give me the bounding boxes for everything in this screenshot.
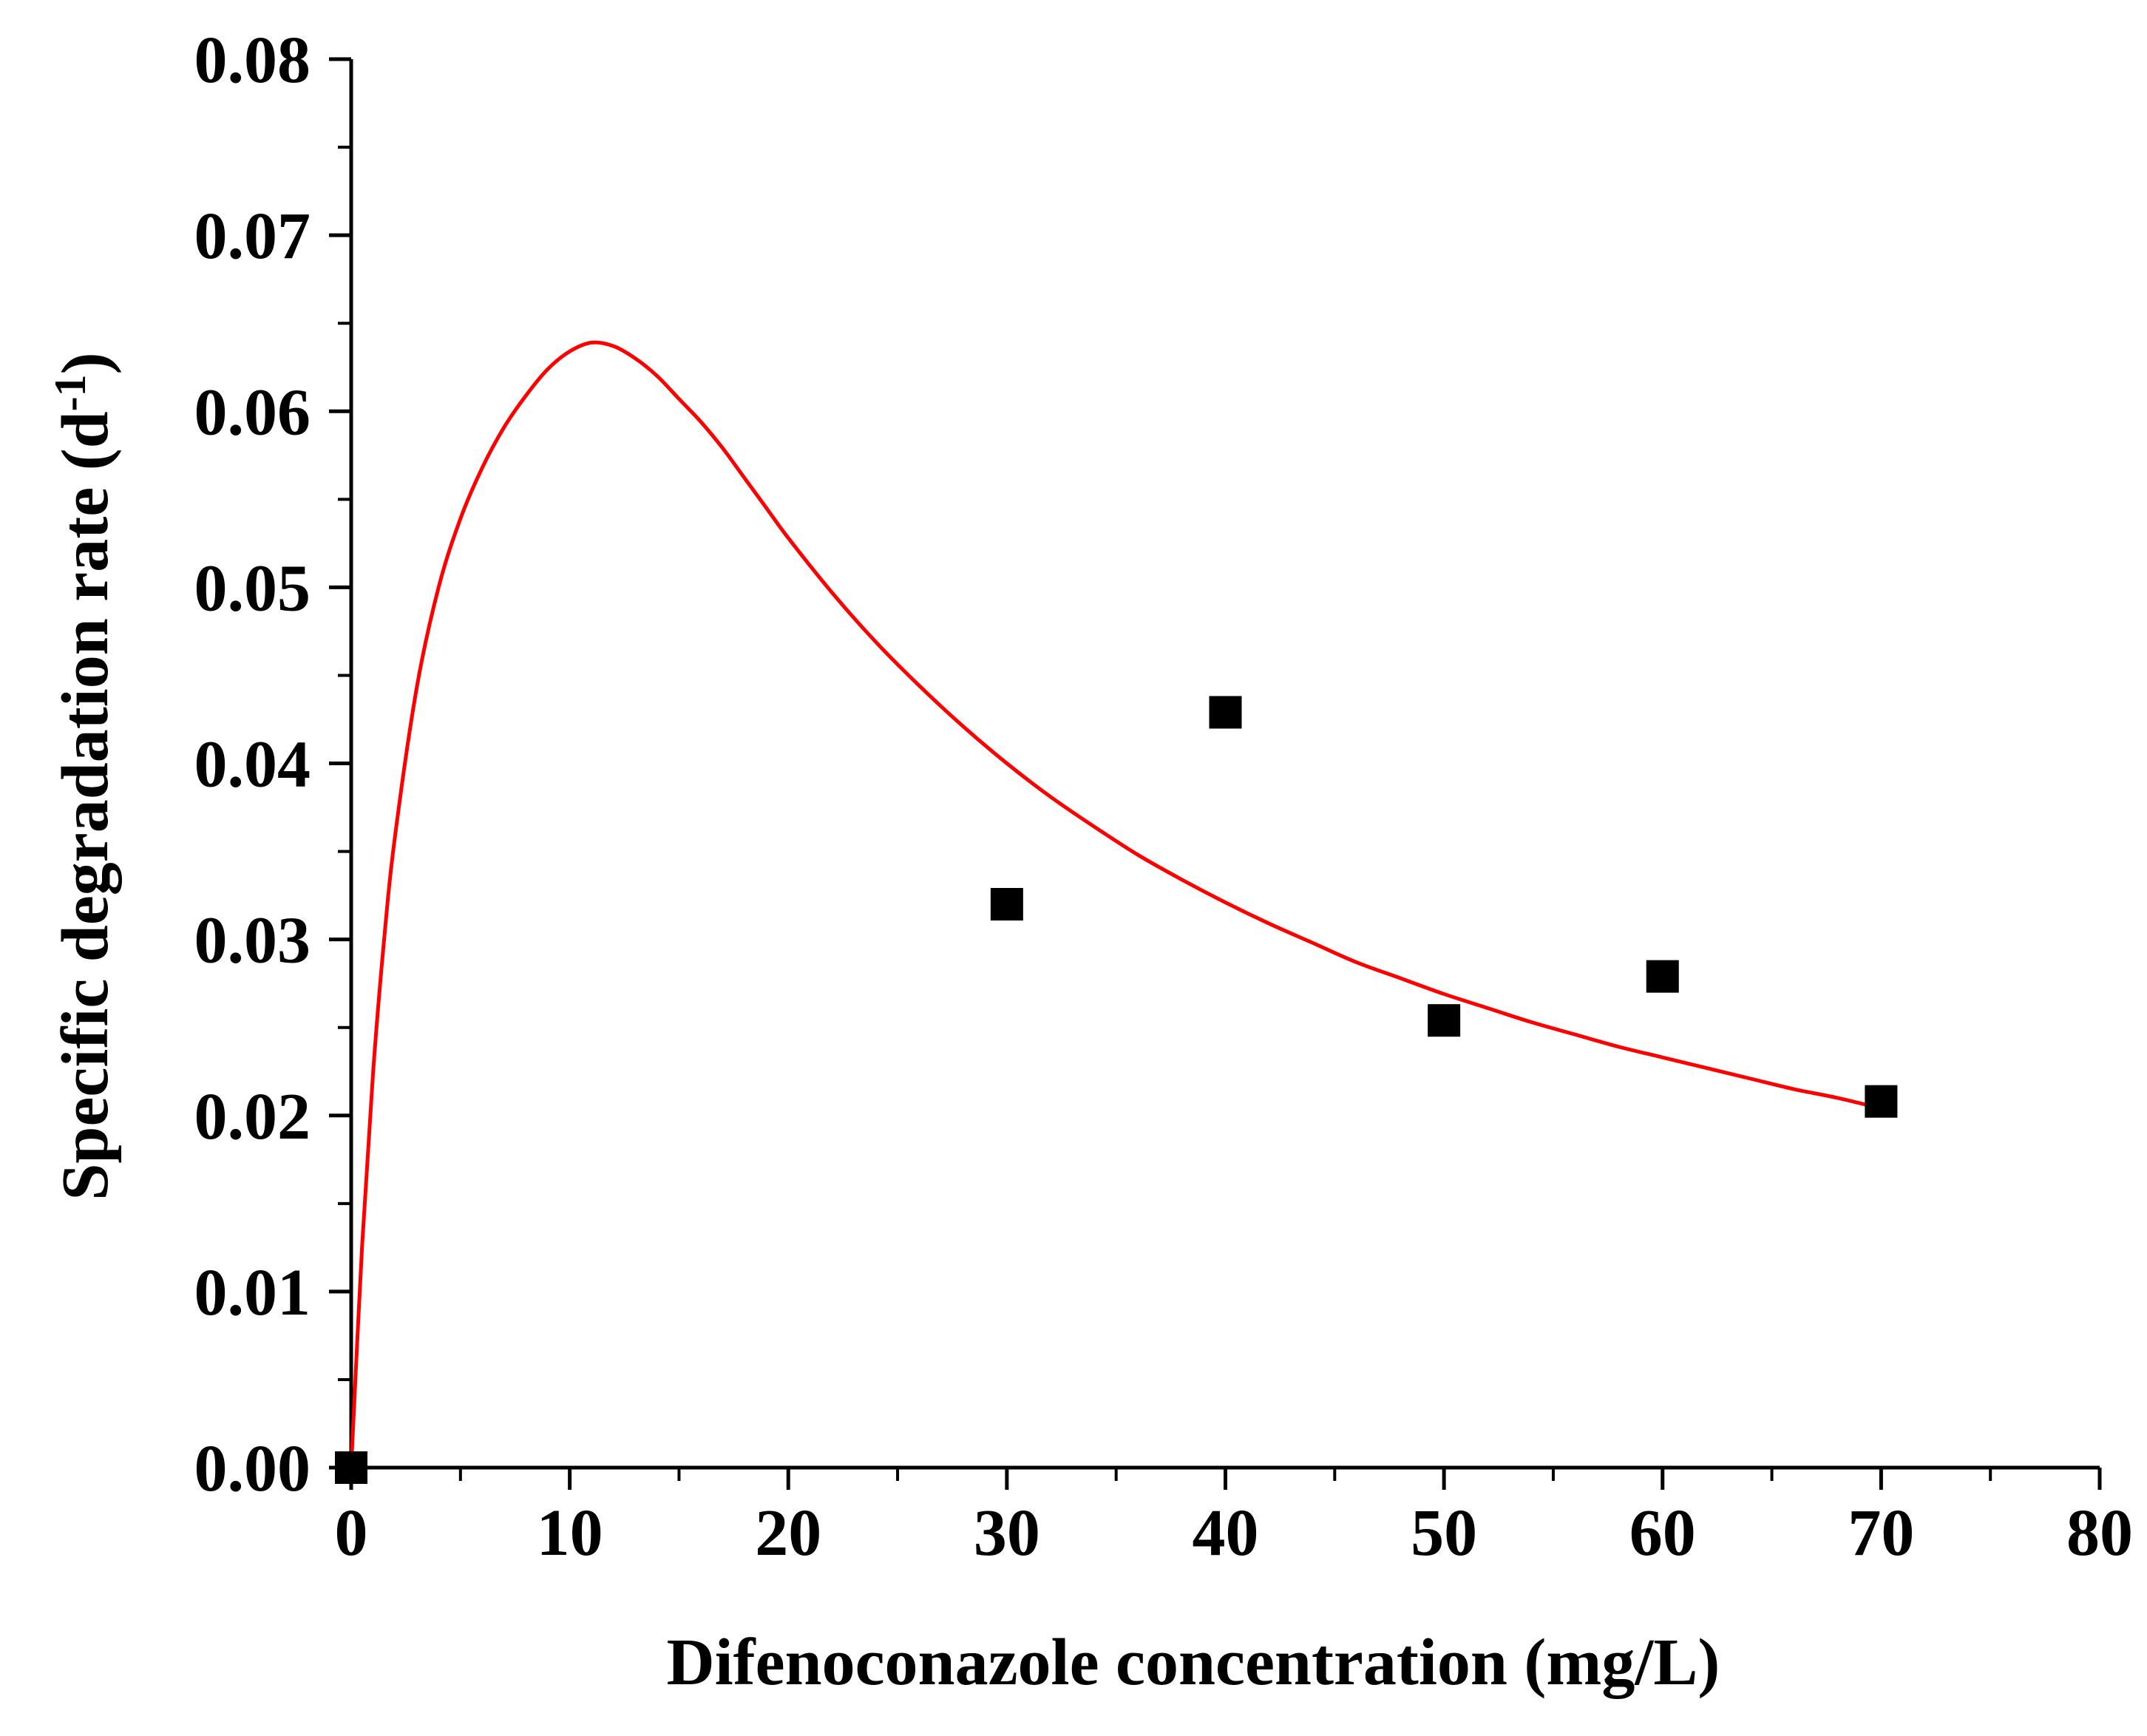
y-tick-label: 0.00 [194, 1432, 311, 1505]
y-tick-label: 0.07 [194, 200, 311, 273]
x-tick-label: 0 [335, 1496, 368, 1570]
y-tick-label: 0.04 [194, 728, 311, 801]
x-tick-label: 40 [1193, 1496, 1259, 1570]
x-tick-label: 10 [537, 1496, 603, 1570]
x-tick-label: 70 [1848, 1496, 1914, 1570]
y-tick-label: 0.01 [194, 1256, 311, 1329]
data-point-marker [1646, 960, 1679, 993]
x-tick-label: 30 [974, 1496, 1040, 1570]
x-tick-label: 20 [755, 1496, 821, 1570]
y-tick-label: 0.08 [194, 24, 311, 97]
y-tick-label: 0.03 [194, 904, 311, 977]
y-axis-title-close: ) [49, 352, 122, 374]
data-point-marker [1209, 696, 1242, 729]
y-tick-label: 0.06 [194, 376, 311, 449]
y-axis-title-main: Specific degradation rate (d [49, 411, 122, 1200]
fitted-curve-line [349, 340, 1882, 1468]
data-point-marker [1428, 1004, 1461, 1037]
plot-area: 0 10 20 30 40 50 60 70 80 0.00 0.01 0.02 0.03 0.04 0.0… [194, 24, 2134, 1570]
data-point-marker [990, 888, 1023, 920]
data-point-marker [1865, 1085, 1898, 1118]
x-axis-title: Difenoconazole concentration (mg/L) [667, 1626, 1720, 1699]
data-point-marker [335, 1451, 367, 1484]
y-axis-title-superscript: -1 [46, 374, 95, 411]
y-tick-label: 0.02 [194, 1080, 311, 1153]
y-axis-title: Specific degradation rate (d-1) [46, 352, 122, 1200]
x-tick-label: 80 [2066, 1496, 2133, 1570]
y-tick-label: 0.05 [194, 552, 311, 625]
x-tick-label: 60 [1629, 1496, 1696, 1570]
x-tick-label: 50 [1411, 1496, 1477, 1570]
